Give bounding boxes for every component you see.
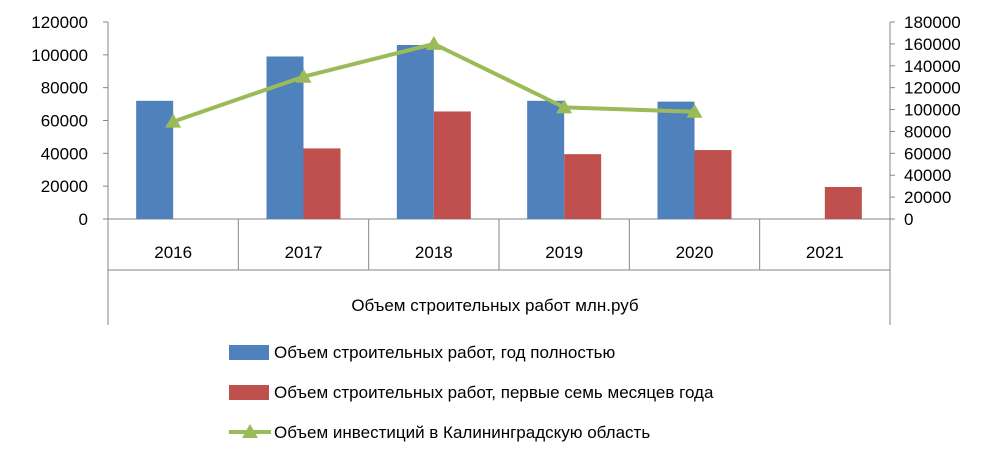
category-label: 2018 (415, 243, 453, 262)
right-axis-ticks: 0 20000 40000 60000 80000 100000 120000 140000 1… (904, 13, 961, 229)
category-label: 2016 (154, 243, 192, 262)
legend-swatch (229, 385, 269, 400)
chart-axes (103, 21, 895, 325)
investment-point (165, 113, 182, 128)
legend-triangle-marker (242, 424, 258, 438)
left-tick-label: 120000 (31, 13, 88, 32)
bar-seven-months (824, 186, 862, 219)
x-axis-title: Объем строительных работ млн.руб (351, 296, 639, 315)
investment-point (686, 103, 703, 118)
left-tick-label: 0 (79, 210, 88, 229)
left-tick-label: 100000 (31, 46, 88, 65)
bar-seven-months (303, 148, 341, 219)
right-tick-label: 180000 (904, 13, 961, 32)
right-tick-label: 60000 (904, 144, 951, 163)
category-label: 2019 (545, 243, 583, 262)
right-tick-label: 80000 (904, 122, 951, 141)
category-label: 2017 (285, 243, 323, 262)
bar-seven-months (694, 150, 732, 219)
investment-point (556, 99, 573, 114)
right-tick-label: 160000 (904, 35, 961, 54)
left-tick-label: 80000 (41, 79, 88, 98)
bar-seven-months (564, 154, 602, 219)
legend-label: Объем строительных работ, год полностью (274, 343, 615, 362)
investment-point (295, 68, 312, 83)
left-tick-label: 20000 (41, 177, 88, 196)
chart-bars (136, 44, 862, 219)
bar-full-year (136, 100, 174, 219)
left-tick-label: 40000 (41, 144, 88, 163)
legend-swatch (229, 345, 269, 360)
chart-line (165, 35, 703, 128)
category-labels: 2016 2017 2018 2019 2020 2021 (154, 243, 843, 262)
right-tick-label: 40000 (904, 166, 951, 185)
right-tick-label: 140000 (904, 57, 961, 76)
investment-point (425, 35, 442, 50)
bar-full-year (396, 44, 434, 219)
right-tick-label: 0 (904, 210, 913, 229)
legend: Объем строительных работ, год полностью О… (229, 343, 714, 442)
bar-seven-months (433, 111, 471, 219)
category-label: 2021 (806, 243, 844, 262)
right-tick-label: 100000 (904, 101, 961, 120)
bar-full-year (527, 100, 565, 219)
left-axis-ticks: 0 20000 40000 60000 80000 100000 120000 (31, 13, 88, 229)
category-label: 2020 (676, 243, 714, 262)
legend-label: Объем строительных работ, первые семь ме… (274, 383, 714, 402)
bar-full-year (657, 101, 695, 219)
legend-label: Объем инвестиций в Калининградскую облас… (274, 423, 650, 442)
right-tick-label: 20000 (904, 188, 951, 207)
right-tick-label: 120000 (904, 79, 961, 98)
left-tick-label: 60000 (41, 112, 88, 131)
